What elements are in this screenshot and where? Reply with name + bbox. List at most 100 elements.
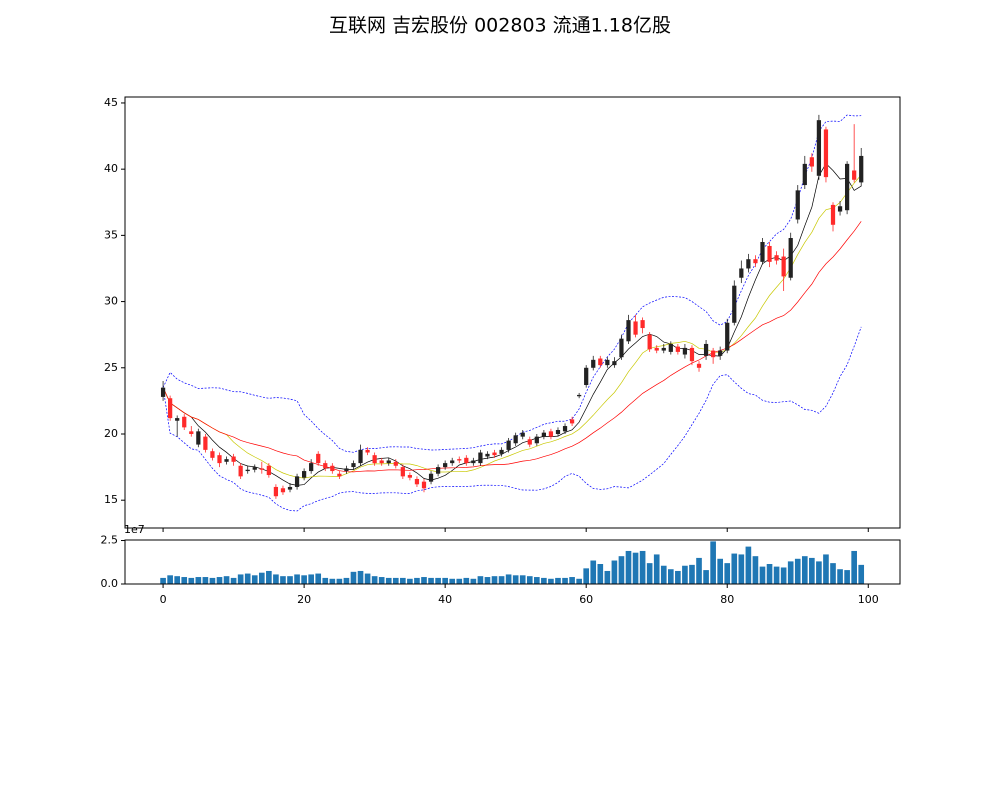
volume-bar <box>244 573 251 584</box>
plot-frame <box>124 96 901 529</box>
volume-bar <box>463 577 470 584</box>
candle-body <box>711 350 716 358</box>
candle-body <box>175 418 180 421</box>
candle-body <box>520 432 525 437</box>
volume-bar <box>752 556 759 584</box>
volume-bar <box>703 570 709 584</box>
candle-body <box>760 241 765 262</box>
volume-bar <box>385 577 392 584</box>
volume-bar <box>223 576 230 584</box>
volume-bar <box>301 575 307 584</box>
volume-bar <box>195 577 202 584</box>
x-tick-label: 40 <box>438 593 452 606</box>
candle-body <box>661 347 666 351</box>
y-tick-label: 45 <box>104 96 118 109</box>
candle-body <box>457 459 462 461</box>
volume-bar <box>738 554 745 584</box>
volume-bar <box>576 578 582 584</box>
volume-bar <box>392 577 399 584</box>
volume-bar <box>717 558 723 584</box>
volume-y-tick-label: 2.5 <box>101 534 119 547</box>
volume-bar <box>181 577 188 584</box>
y-tick-label: 15 <box>104 493 118 506</box>
chart-title: 互联网 吉宏股份 002803 流通1.18亿股 <box>329 15 671 37</box>
candle-body <box>548 431 554 437</box>
volume-bar <box>230 577 237 584</box>
volume-bar <box>414 577 420 584</box>
candle-body <box>499 449 504 454</box>
candle-body <box>513 435 518 444</box>
candle-body <box>414 479 420 485</box>
candle-body <box>746 259 751 269</box>
candle-body <box>654 347 659 351</box>
volume-bar <box>174 576 181 584</box>
candle-body <box>372 455 377 464</box>
candle-body <box>640 320 645 329</box>
volume-bar <box>787 561 794 584</box>
candle-body <box>407 475 413 478</box>
candle-body <box>323 463 328 469</box>
volume-bar <box>675 570 681 584</box>
volume-bar <box>512 575 519 584</box>
candle-body <box>358 449 363 464</box>
candle-body <box>725 322 730 351</box>
volume-bar <box>724 563 731 584</box>
volume-bar <box>611 560 618 584</box>
candle-body <box>802 163 807 186</box>
candle-body <box>302 471 307 478</box>
volume-bar <box>759 566 766 584</box>
volume-bar <box>294 574 300 584</box>
candle-body <box>435 467 441 474</box>
candle-body <box>294 476 300 487</box>
candle-body <box>224 459 229 462</box>
candle-body <box>774 255 779 261</box>
candle-body <box>823 129 829 178</box>
x-tick-label: 100 <box>858 593 879 606</box>
x-tick-label: 0 <box>160 593 167 606</box>
x-tick-label: 20 <box>297 593 311 606</box>
volume-bar <box>583 568 590 584</box>
candle-body <box>682 347 688 355</box>
volume-bar <box>435 577 441 584</box>
volume-bar <box>470 578 477 584</box>
volume-bar <box>400 577 406 584</box>
candle-body <box>259 468 264 470</box>
candle-body <box>217 455 222 464</box>
volume-bar <box>336 578 343 584</box>
candle-body <box>753 259 758 264</box>
volume-bar <box>202 577 209 584</box>
volume-bar <box>710 541 716 584</box>
volume-bar <box>167 575 173 584</box>
volume-bar <box>343 577 350 584</box>
candle-body <box>577 394 582 397</box>
candle-body <box>732 285 737 323</box>
candle-body <box>464 457 469 464</box>
volume-bar <box>534 577 540 584</box>
volume-bar <box>209 577 216 584</box>
volume-bar <box>597 564 604 584</box>
candle-body <box>337 473 342 477</box>
candle-body <box>478 452 483 464</box>
volume-bar <box>477 576 484 584</box>
candle-body <box>830 204 836 225</box>
candle-body <box>781 256 786 277</box>
candle-body <box>816 120 822 176</box>
candle-body <box>844 163 850 211</box>
volume-bar <box>251 575 258 584</box>
volume-bar <box>484 577 491 584</box>
candle-body <box>330 465 335 472</box>
candle-body <box>591 359 596 368</box>
volume-bar <box>653 554 660 584</box>
candle-body <box>527 439 532 445</box>
volume-bar <box>287 576 293 584</box>
candle-body <box>703 343 709 356</box>
candle-body <box>506 440 511 450</box>
candle-body <box>344 468 349 472</box>
candle-body <box>852 170 857 180</box>
candle-body <box>182 416 187 428</box>
candle-body <box>485 453 490 457</box>
x-tick-label: 60 <box>579 593 593 606</box>
candle-body <box>450 460 455 464</box>
candle-body <box>428 473 434 482</box>
volume-bar <box>618 556 625 584</box>
